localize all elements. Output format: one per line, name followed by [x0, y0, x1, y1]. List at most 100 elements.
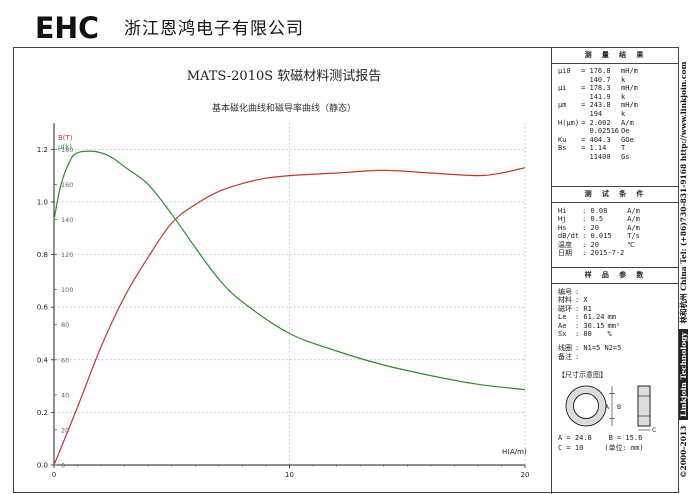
b-tick-label: 0.4	[37, 356, 49, 364]
condition-u: A/m	[627, 223, 640, 232]
sample-u	[608, 288, 624, 296]
b-tick-label: 1.0	[37, 198, 48, 206]
condition-v: : 20	[582, 223, 599, 232]
result-k: Ku	[558, 135, 567, 144]
mu-tick-label: 60	[61, 356, 69, 364]
chart-subtitle: 基本磁化曲线和磁导率曲线（静态）	[212, 102, 356, 114]
b-tick-label: 1.2	[37, 146, 48, 154]
condition-u: A/m	[627, 207, 640, 215]
result-k: μm	[558, 101, 567, 110]
condition-row: 日期: 2015-7-2	[558, 249, 643, 257]
sample-v: : R1	[575, 304, 592, 313]
chart-title: MATS-2010S 软磁材料测试报告	[187, 69, 382, 84]
sample-v: : 61.24	[575, 313, 605, 322]
sample-k: 编号	[558, 288, 572, 296]
sample-row: 材料: X	[558, 296, 623, 304]
sample-v: : 36.15	[575, 321, 605, 330]
sample-row: Ae : 36.15 mm²	[558, 322, 623, 330]
sample-u: mm²	[607, 321, 621, 330]
sample-u	[608, 305, 624, 313]
mu-tick-label: 120	[61, 251, 73, 259]
x-axis-label: H(A/m)	[502, 448, 527, 456]
result-u: k	[621, 92, 626, 101]
b-tick-label: 0.6	[37, 304, 49, 312]
result-u: T	[621, 144, 626, 153]
b-tick-label: 0.2	[37, 409, 48, 417]
result-v: = 1.14	[581, 144, 607, 153]
result-row: 140.7 k	[558, 76, 640, 85]
mu-tick-label: 160	[61, 181, 73, 189]
results-section: 测 量 结 果 μi0 = 176.8 mH/m 140.7 k μi = 178.3 mH…	[552, 48, 679, 187]
sample-u: %	[607, 330, 612, 339]
result-row: H(μm) = 2.002 A/m	[558, 119, 640, 128]
sample-table: 编号: 材料: X 磁环: R1 Le: 61.24 mm Ae: 36.15 mm² Sx:…	[558, 288, 623, 338]
result-u: A/m	[621, 118, 634, 127]
condition-k: Hs	[558, 223, 567, 232]
result-row: Ku = 404.3 GOe	[558, 136, 640, 145]
condition-v: : 0.015	[582, 232, 612, 241]
svg-text:C: C	[652, 427, 656, 432]
b-axis-label: B(T)	[58, 134, 73, 142]
sample-k: 磁环	[558, 304, 572, 313]
condition-k: 温度	[558, 240, 572, 249]
condition-row: 温度: 20 ℃	[558, 241, 643, 249]
result-u: Gs	[621, 152, 630, 161]
sample-k: Ae	[558, 321, 567, 330]
company-name: 浙江恩鸿电子有限公司	[124, 19, 304, 39]
result-u: mH/m	[621, 101, 638, 110]
condition-u	[627, 249, 643, 257]
x-tick-label: 10	[285, 471, 294, 479]
report-sheet: MATS-2010S 软磁材料测试报告 基本磁化曲线和磁导率曲线（静态） 0.0…	[13, 47, 679, 494]
side-copyright: ©2000-2013	[679, 425, 688, 478]
x-tick-label: 20	[521, 471, 530, 479]
mu-tick-label: 20	[61, 426, 69, 434]
b-curve-line	[53, 167, 526, 466]
result-k	[558, 110, 581, 119]
result-row: μm = 243.8 mH/m	[558, 101, 640, 110]
results-header: 测 量 结 果	[552, 48, 679, 64]
result-u: k	[621, 75, 626, 84]
result-row: μi0 = 176.8 mH/m	[558, 67, 640, 76]
result-k	[558, 127, 581, 136]
result-u: GOe	[621, 135, 634, 144]
condition-v: : 0.08	[582, 207, 608, 215]
mu-tick-label: 140	[61, 216, 73, 224]
sample-row: 编号:	[558, 288, 623, 296]
info-panel: 测 量 结 果 μi0 = 176.8 mH/m 140.7 k μi = 178.3 mH…	[551, 48, 679, 494]
result-k	[558, 76, 581, 85]
diagram-title: 【尺寸示意图】	[558, 371, 607, 380]
x-tick-label: 0	[52, 471, 56, 479]
note-label: 备注	[558, 352, 572, 361]
results-table: μi0 = 176.8 mH/m 140.7 k μi = 178.3 mH/m 141.9…	[558, 67, 640, 162]
sample-v: : X	[575, 296, 588, 305]
core-dimension-diagram: B A C	[565, 385, 656, 434]
result-v: = 176.8	[581, 67, 611, 75]
result-k: H(μm)	[558, 118, 580, 127]
result-k	[558, 153, 581, 162]
sample-v: : 80	[575, 330, 592, 339]
result-v: 194	[581, 109, 603, 118]
sample-v: :	[575, 288, 580, 296]
coil-table: 线圈: N1=5 N2=5 备注:	[558, 344, 624, 361]
conditions-section: 测 试 条 件 Hi: 0.08 A/m Hj: 0.5 A/m Hs: 20 A/m dB…	[552, 187, 679, 268]
sample-section: 样 品 参 数 编号: 材料: X 磁环: R1 Le: 61.24 mm Ae: 36.…	[552, 268, 679, 453]
condition-k: Hj	[558, 215, 567, 224]
side-vertical-text: ©2000-2013 Linkjoin Technology 林和杭州 Chin…	[678, 62, 689, 478]
dim-line-2: C = 10 (单位: mm)	[558, 444, 644, 453]
result-v: = 178.3	[581, 84, 611, 93]
condition-u: T/s	[627, 232, 640, 241]
result-v: 140.7	[581, 75, 611, 84]
condition-v: : 2015-7-2	[582, 249, 625, 258]
condition-row: dB/dt: 0.015 T/s	[558, 232, 643, 240]
result-row: 11400 Gs	[558, 153, 640, 162]
page-header: EHC 浙江恩鸿电子有限公司	[0, 0, 692, 46]
ehc-logo: EHC	[34, 12, 100, 42]
dim-line-1: A = 24.8 B = 15.6	[558, 434, 643, 443]
conditions-table: Hi: 0.08 A/m Hj: 0.5 A/m Hs: 20 A/m dB/dt: 0.0…	[558, 207, 643, 257]
condition-row: Hs : 20 A/m	[558, 224, 643, 232]
svg-text:B: B	[617, 404, 621, 411]
sample-u	[608, 296, 624, 304]
logo-text: EHC	[35, 12, 99, 42]
sample-row: 磁环: R1	[558, 305, 623, 313]
sample-k: Sx	[558, 330, 567, 339]
